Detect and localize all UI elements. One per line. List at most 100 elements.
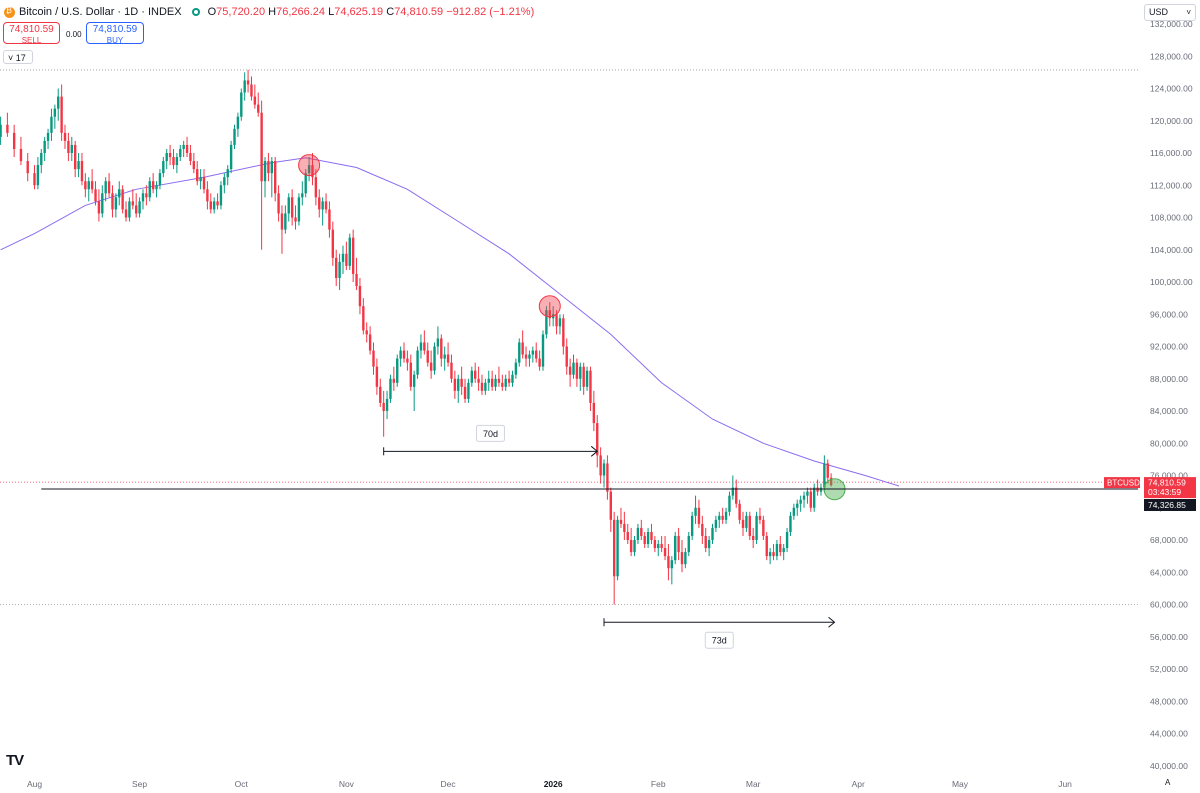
candle-body	[121, 189, 124, 210]
candle	[19, 136, 23, 166]
candle	[168, 144, 172, 166]
candle	[175, 153, 179, 174]
candle-body	[596, 423, 599, 456]
arrow-right-icon	[828, 616, 836, 628]
candle-body	[592, 402, 596, 424]
candle	[572, 354, 575, 379]
candle	[36, 157, 40, 190]
candle	[402, 342, 406, 363]
candle	[338, 253, 341, 291]
candle-body	[453, 378, 457, 391]
candle-body	[87, 181, 90, 190]
candle-body	[189, 153, 192, 162]
candle	[711, 523, 714, 545]
date-range-73d[interactable]: 73d	[603, 616, 836, 649]
candle-body	[185, 144, 189, 153]
y-tick-label: 48,000.00	[1150, 696, 1188, 706]
candle	[806, 487, 809, 504]
drawings-layer[interactable]: 70d 73d	[41, 154, 1138, 649]
high-value: 76,266.24	[276, 6, 326, 18]
candle	[135, 193, 138, 218]
candle-body	[768, 552, 772, 557]
candle	[121, 185, 124, 214]
candle	[809, 487, 813, 512]
candle-body	[6, 124, 9, 133]
candle-body	[335, 257, 338, 278]
candle-body	[179, 148, 182, 158]
tradingview-logo-icon[interactable]: TV	[6, 752, 24, 769]
candle-body	[284, 213, 287, 230]
candle-body	[402, 350, 406, 359]
sell-button[interactable]: 74,810.59 SELL	[3, 22, 60, 45]
candle-body	[535, 350, 538, 359]
auto-scale-button[interactable]: A	[1165, 778, 1171, 787]
candle	[294, 205, 297, 230]
range-label: 70d	[483, 429, 498, 439]
close-value: 74,810.59	[394, 6, 444, 18]
candle	[697, 499, 701, 528]
candle-body	[796, 503, 799, 508]
candle-body	[538, 358, 541, 367]
candle	[382, 390, 385, 437]
candle	[680, 540, 684, 573]
candle-body	[267, 161, 270, 174]
candle-body	[470, 370, 474, 383]
candle-body	[494, 378, 497, 387]
chevron-down-icon: ˅	[1186, 8, 1191, 17]
candle-body	[487, 378, 490, 383]
candle-body	[90, 181, 94, 190]
red-marker-circle[interactable]	[538, 295, 561, 318]
candle	[311, 153, 314, 186]
candle-body	[802, 495, 806, 500]
candle-body	[351, 237, 355, 274]
indicators-toggle[interactable]: ˅ 17	[3, 50, 33, 64]
candle	[585, 366, 589, 391]
y-tick-label: 120,000.00	[1150, 116, 1193, 126]
candle	[660, 535, 663, 553]
candle	[775, 540, 779, 561]
candle-body	[572, 362, 575, 375]
candle-body	[765, 535, 768, 557]
candle	[813, 483, 816, 512]
red-marker-circle[interactable]	[298, 154, 321, 177]
y-tick-label: 88,000.00	[1150, 374, 1188, 384]
candle-body	[616, 519, 619, 577]
candle	[548, 302, 551, 327]
moving-average-line	[0, 157, 900, 487]
candle-body	[104, 181, 107, 194]
candle	[714, 515, 718, 532]
buy-button[interactable]: 74,810.59 BUY	[86, 22, 144, 45]
candle-body	[165, 153, 168, 162]
currency-select[interactable]: USD ˅	[1144, 4, 1196, 21]
candle	[670, 556, 674, 585]
candle	[612, 511, 616, 605]
candle-body	[368, 334, 372, 351]
candle-body	[582, 366, 585, 387]
candle-body	[501, 382, 504, 387]
candle	[396, 354, 399, 387]
candle	[196, 161, 199, 186]
candle-body	[60, 96, 63, 133]
grid	[0, 69, 1138, 605]
candle-body	[77, 161, 80, 170]
candle-body	[63, 132, 67, 141]
candle-body	[518, 342, 521, 363]
candle	[189, 144, 192, 166]
candle-body	[233, 128, 236, 145]
candle-body	[738, 503, 741, 520]
candle-body	[365, 330, 368, 335]
y-tick-label: 132,000.00	[1150, 19, 1193, 29]
candle-body	[643, 535, 646, 545]
candle-body	[565, 346, 568, 367]
candle	[575, 358, 579, 387]
candle	[416, 346, 419, 379]
candle-body	[657, 544, 660, 549]
candle-body	[514, 362, 518, 375]
candle-body	[667, 556, 670, 569]
y-tick-label: 96,000.00	[1150, 309, 1188, 319]
symbol-title[interactable]: Bitcoin / U.S. Dollar · 1D · INDEX	[19, 6, 182, 18]
candle-body	[314, 177, 318, 198]
date-range-70d[interactable]: 70d	[383, 424, 599, 457]
buy-label: BUY	[106, 36, 124, 45]
